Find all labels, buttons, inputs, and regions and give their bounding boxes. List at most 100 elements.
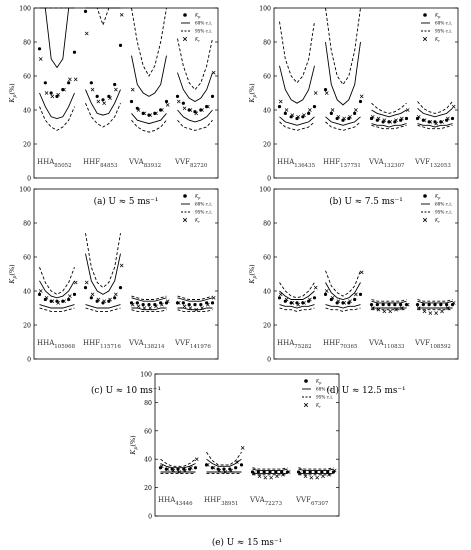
kp-point (147, 303, 151, 307)
kp-point (445, 118, 449, 122)
kp-point (335, 301, 339, 305)
kr-point (148, 113, 153, 117)
kr-point (136, 304, 141, 309)
kr-point (327, 472, 331, 477)
kr-point (382, 118, 387, 123)
group-label: VVF141976 (174, 339, 211, 350)
kr-point (342, 301, 347, 305)
kp-point (308, 470, 312, 474)
kr-point (177, 470, 182, 474)
kr-point (302, 113, 306, 117)
ci68-upper-curve (417, 300, 453, 304)
ci95-lower-curve (177, 119, 213, 131)
plot-frame (273, 188, 459, 360)
kr-point (206, 104, 210, 109)
ci68-lower-curve (417, 123, 453, 128)
kp-point (164, 301, 169, 305)
y-tick-label: 60 (23, 255, 31, 262)
kr-point (73, 280, 78, 285)
kp-point (159, 301, 163, 305)
kr-point (330, 108, 335, 112)
kp-point (101, 301, 105, 305)
kr-point (422, 309, 427, 314)
kr-point (90, 87, 95, 92)
ci95-upper-curve (160, 458, 196, 467)
kp-point (55, 94, 59, 98)
kr-point (165, 467, 170, 471)
kr-point (303, 474, 308, 479)
kp-point (353, 111, 357, 115)
kp-point (301, 115, 305, 119)
ci95-upper-curve (279, 282, 315, 299)
kp-point (205, 301, 209, 305)
ci95-upper-curve (131, 7, 167, 77)
plot-frame (273, 7, 459, 179)
plot-frame (154, 373, 340, 517)
kp-point (314, 470, 318, 474)
group-vva: VVA132307 (368, 102, 410, 169)
kp-point (101, 98, 105, 102)
legend-kp-marker (304, 379, 308, 383)
kp-point (381, 303, 385, 307)
kr-point (359, 270, 364, 275)
legend-label: 95% c.i. (435, 210, 452, 215)
panel-caption: (b) U ≈ 7.5 ms⁻¹ (329, 196, 402, 207)
kp-point (135, 301, 139, 305)
kr-point (165, 299, 170, 304)
kr-point (376, 116, 381, 121)
y-tick-label: 80 (263, 40, 271, 47)
kr-point (102, 299, 107, 304)
kp-point (307, 111, 311, 115)
kp-point (329, 297, 333, 302)
kr-point (62, 87, 66, 92)
kr-point (400, 306, 404, 310)
legend-label: 95% c.i. (435, 29, 452, 34)
kp-point (181, 301, 185, 305)
kr-point (176, 99, 181, 104)
legend-label: 68% c.i. (316, 387, 333, 392)
ci68-upper-curve (85, 253, 121, 295)
kr-point (240, 445, 245, 450)
kr-point (281, 472, 285, 477)
kp-point (375, 118, 379, 122)
kr-point (84, 280, 89, 285)
kr-point (286, 470, 291, 474)
kr-point (440, 120, 444, 124)
y-tick-label: 40 (263, 289, 271, 296)
kp-point (113, 82, 117, 87)
kr-point (108, 297, 112, 302)
group-hha: HHA75282 (277, 282, 318, 350)
group-vvf: VVF82720 (174, 38, 216, 169)
kp-point (37, 47, 42, 51)
kp-point (129, 99, 134, 104)
kr-point (68, 294, 72, 298)
kr-point (56, 301, 61, 305)
group-label: VVF132053 (414, 158, 451, 169)
kr-point (263, 475, 268, 480)
kp-point (135, 106, 139, 110)
kp-point (43, 81, 47, 85)
kp-point (89, 81, 93, 85)
kr-point (257, 474, 262, 479)
kr-point (229, 468, 233, 473)
kp-point (72, 50, 77, 54)
kp-point (387, 303, 391, 307)
kr-point (165, 103, 170, 107)
ci68-upper-curve (131, 55, 167, 97)
y-tick-label: 80 (23, 221, 31, 228)
y-tick-label: 60 (263, 255, 271, 262)
y-tick-label: 40 (23, 289, 31, 296)
y-axis-label: Kp(%) (129, 435, 139, 456)
kp-point (239, 463, 244, 467)
kr-point (211, 295, 216, 300)
kp-point (445, 303, 449, 307)
group-hha: HHA105968 (37, 267, 78, 350)
kr-point (142, 306, 147, 310)
kp-point (323, 292, 328, 296)
kr-point (315, 475, 320, 480)
ci68-upper-curve (417, 107, 453, 118)
y-tick-label: 80 (263, 221, 271, 228)
kr-point (114, 292, 118, 297)
kp-point (234, 466, 238, 470)
group-label: VVA132307 (368, 158, 405, 169)
